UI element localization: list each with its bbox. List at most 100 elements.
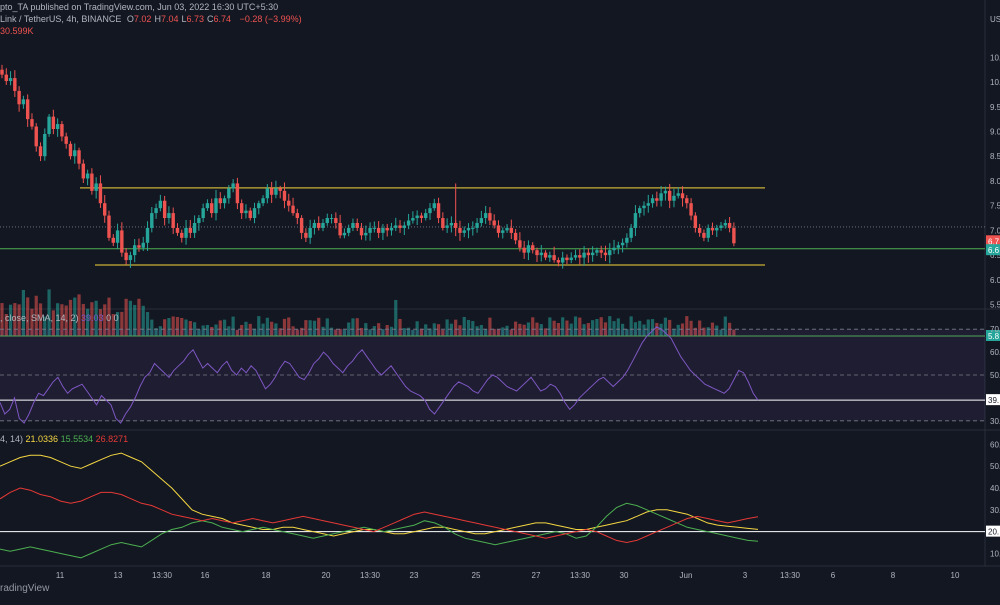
volume-bar (466, 319, 471, 336)
candle-body (197, 218, 201, 223)
volume-bar (407, 327, 411, 336)
candle-body (111, 237, 115, 243)
volume-bar (317, 317, 321, 336)
volume-bar (479, 324, 483, 336)
candle-body (244, 210, 248, 214)
rsi-title: , close, SMA, 14, 2) (0, 313, 79, 323)
volume-bar (137, 298, 141, 336)
volume-bar (595, 318, 599, 336)
volume-bar (702, 327, 706, 336)
volume-bar (351, 318, 355, 336)
volume-bar (642, 324, 646, 336)
candle-body (466, 227, 471, 231)
dmi-adx-value: 21.0336 (25, 434, 59, 444)
candle-body (505, 227, 509, 231)
volume-bar (4, 313, 8, 336)
dmi-tick-0: 60. (990, 440, 1000, 449)
rsi-legend[interactable]: , close, SMA, 14, 2) 39.03 0 0 (0, 313, 119, 323)
volume-bar (552, 320, 556, 336)
candle-body (672, 195, 676, 201)
candle-body (539, 252, 543, 256)
candle-body (321, 222, 325, 228)
volume-bar (689, 320, 693, 336)
volume-bar (34, 295, 38, 336)
volume-bar (329, 327, 334, 336)
volume-bar (222, 319, 227, 336)
volume-bar (43, 316, 47, 336)
candle-body (655, 198, 659, 201)
candle-body (77, 150, 81, 164)
volume-bar (535, 322, 539, 336)
volume-bar (124, 298, 128, 336)
candle-body (479, 218, 484, 223)
candle-body (560, 257, 565, 263)
candle-body (715, 227, 719, 231)
dmi-prefix: 4, 14) (0, 434, 24, 444)
volume-bar (210, 326, 214, 336)
candle-body (513, 232, 518, 241)
rsi-tick-4: 30. (990, 417, 1000, 426)
symbol-ohlc-line: Link / TetherUS, 4h, BINANCE O7.02 H7.04 L… (0, 14, 305, 24)
volume-bar (193, 322, 197, 336)
candle-body (646, 203, 650, 206)
candle-body (625, 237, 629, 243)
volume-bar (8, 304, 13, 336)
candle-body (205, 203, 210, 209)
volume-bar (188, 321, 192, 336)
candle-body (441, 218, 445, 228)
candle-body (128, 255, 133, 261)
candle-body (663, 190, 668, 194)
rsi-line (0, 326, 759, 424)
dmi-legend[interactable]: 4, 14) 21.0336 15.5534 26.8271 (0, 434, 128, 444)
volume-bar (565, 320, 569, 336)
price-tick-3: 9.0 (990, 127, 1000, 136)
volume-bar (698, 320, 702, 336)
candle-body (4, 74, 8, 82)
candle-body (638, 208, 642, 214)
rsi-tick-2: 50. (990, 371, 1000, 380)
volume-bar (150, 319, 154, 336)
candle-body (693, 215, 698, 228)
candle-body (471, 227, 475, 229)
price-tick-4: 8.5 (990, 152, 1000, 161)
price-tick-5: 8.0 (990, 177, 1000, 186)
symbol-name[interactable]: Link / TetherUS, 4h, BINANCE (0, 14, 122, 24)
candle-body (214, 198, 218, 214)
candle-body (449, 222, 454, 226)
candle-body (132, 245, 137, 256)
candle-body (406, 220, 411, 226)
x-tick-16: 8 (891, 571, 896, 580)
candle-body (308, 227, 312, 238)
volume-bar (680, 323, 685, 336)
candle-body (299, 218, 304, 233)
volume-bar (381, 329, 385, 336)
volume-bar (458, 325, 462, 336)
volume-bar (428, 328, 432, 336)
candle-body (364, 232, 368, 236)
volume-bar (98, 309, 103, 336)
volume-bar (394, 300, 398, 336)
price-label-2: 5.8 (988, 332, 1000, 341)
candle-body (137, 245, 141, 248)
volume-bar (257, 316, 261, 336)
volume-bar (235, 329, 239, 336)
candle-body (535, 250, 539, 256)
rsi-current-bg (986, 394, 1000, 406)
volume-bar (514, 321, 518, 336)
volume-bar (582, 324, 586, 336)
candle-body (629, 227, 633, 238)
price-label-1: 6.6 (988, 246, 1000, 255)
candle-body (248, 210, 252, 219)
x-tick-11: 30 (620, 571, 629, 580)
candle-body (573, 255, 578, 258)
x-tick-2: 13:30 (152, 571, 173, 580)
candle-body (252, 208, 257, 219)
candle-body (612, 247, 616, 251)
volume-bar (496, 329, 501, 336)
x-tick-10: 13:30 (570, 571, 591, 580)
x-tick-9: 27 (532, 571, 541, 580)
volume-bar (484, 328, 488, 336)
brand-text: radingView (0, 583, 50, 594)
candle-body (710, 227, 715, 231)
volume-bar (676, 324, 680, 336)
